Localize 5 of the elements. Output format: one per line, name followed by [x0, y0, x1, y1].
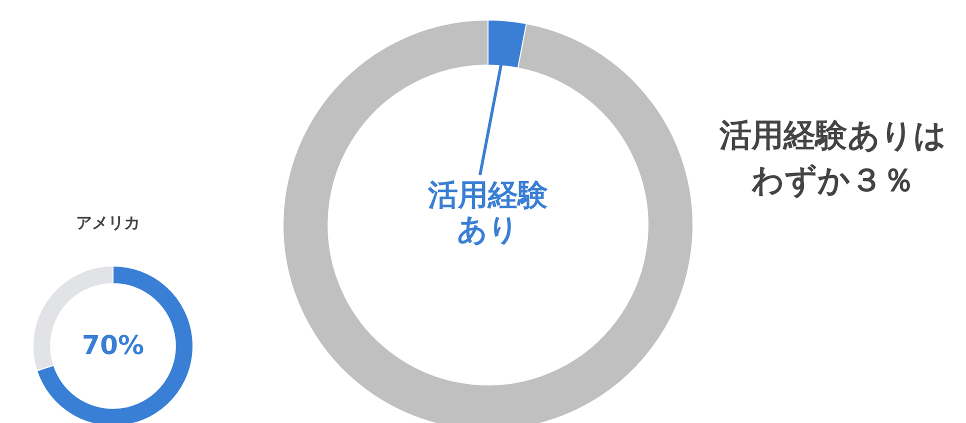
- chart-title: アメリカ: [75, 213, 141, 234]
- data-label: 70%: [82, 331, 144, 361]
- text: わずか３％: [750, 160, 916, 201]
- text: 活用経験ありは: [718, 115, 948, 156]
- slice-label: 活用経験あり: [427, 178, 548, 248]
